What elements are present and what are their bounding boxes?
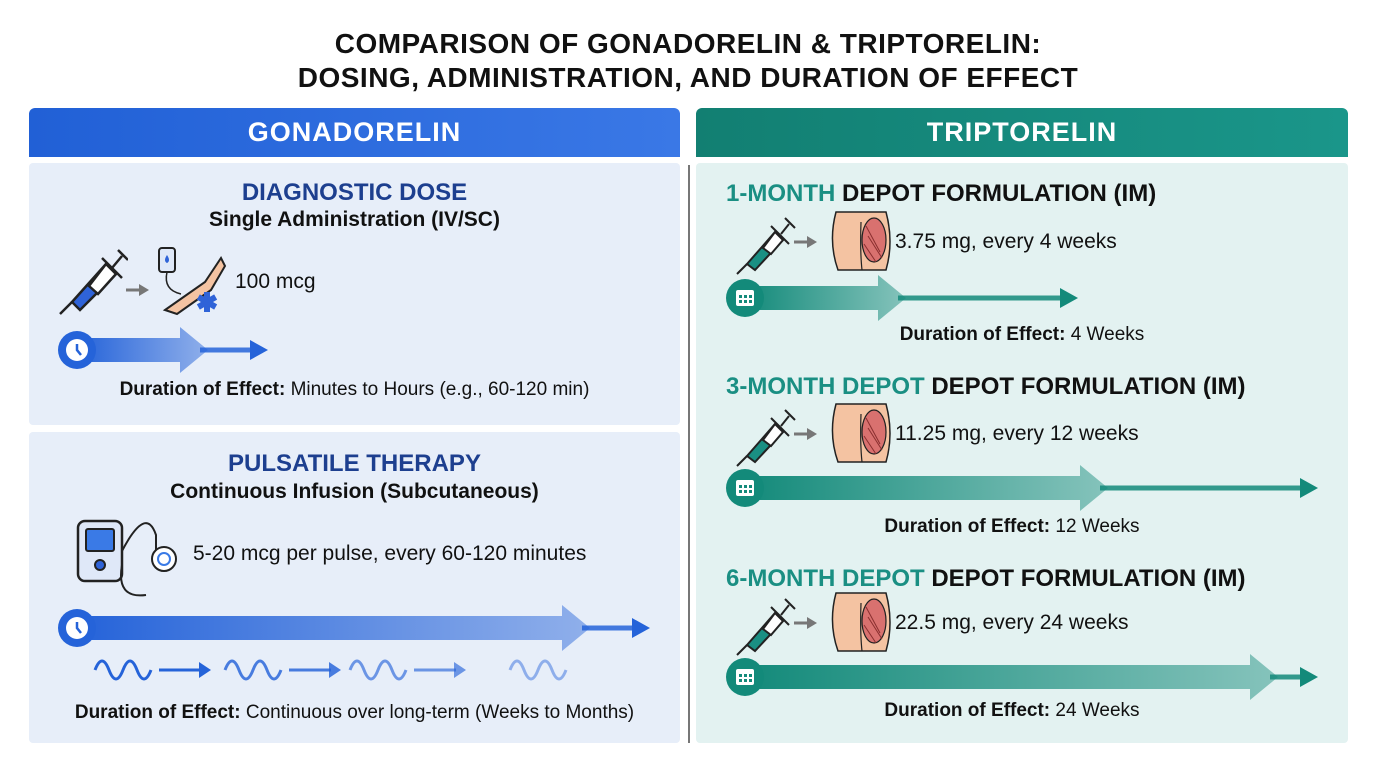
duration-value: 24 Weeks	[1055, 700, 1140, 721]
formulation-heading: DEPOT FORMULATION (IM)	[931, 565, 1246, 592]
formulation-duration: Duration of Effect: 12 Weeks	[696, 516, 1328, 538]
duration-value: Minutes to Hours (e.g., 60-120 min)	[290, 379, 590, 400]
gonadorelin-header: GONADORELIN	[29, 108, 680, 157]
duration-arrow-line	[898, 295, 1062, 301]
duration-arrow-line	[200, 347, 252, 353]
duration-arrow-thick	[77, 327, 208, 373]
arrow-icon	[794, 428, 817, 440]
diagnostic-dose-panel	[29, 163, 680, 425]
duration-arrow-thick	[745, 275, 906, 321]
formulation-heading: DEPOT FORMULATION (IM)	[931, 373, 1246, 400]
gluteal-injection-site-icon	[831, 592, 891, 652]
formulation-dose: 11.25 mg, every 12 weeks	[895, 422, 1139, 445]
diagnostic-dose: 100 mcg	[235, 270, 316, 293]
duration-label: Duration of Effect:	[884, 700, 1051, 721]
triptorelin-panel	[696, 163, 1348, 743]
syringe-icon	[736, 409, 796, 467]
pulse-wave	[508, 659, 568, 681]
formulation-dose: 22.5 mg, every 24 weeks	[895, 611, 1129, 634]
duration-label: Duration of Effect:	[899, 324, 1066, 345]
title-line-2: DOSING, ADMINISTRATION, AND DURATION OF …	[297, 62, 1079, 93]
duration-label: Duration of Effect:	[119, 379, 286, 400]
pulse-wave	[93, 659, 153, 681]
arrow-icon	[794, 617, 817, 629]
pulse-wave	[223, 659, 283, 681]
formulation-prefix: 3-MONTH DEPOT	[726, 373, 925, 400]
formulation-heading: DEPOT FORMULATION (IM)	[842, 180, 1157, 207]
diagnostic-subheading: Single Administration (IV/SC)	[209, 208, 500, 231]
pulse-arrow-head	[329, 662, 341, 678]
pulsatile-subheading: Continuous Infusion (Subcutaneous)	[170, 480, 539, 503]
arrow-icon	[794, 236, 817, 248]
pulsatile-duration: Duration of Effect: Continuous over long…	[29, 702, 680, 724]
duration-arrow-head	[1300, 478, 1318, 498]
duration-value: 12 Weeks	[1055, 516, 1140, 537]
duration-arrow-head	[632, 618, 650, 638]
infusion-pump-icon	[76, 519, 177, 597]
formulation-dose: 3.75 mg, every 4 weeks	[895, 230, 1117, 253]
duration-arrow-thick	[745, 465, 1108, 511]
syringe-icon	[736, 217, 796, 275]
iv-arm-icon	[158, 247, 227, 316]
pulse-arrow-head	[454, 662, 466, 678]
column-divider	[688, 165, 690, 743]
formulation-duration: Duration of Effect: 4 Weeks	[696, 324, 1348, 346]
syringe-icon	[736, 598, 796, 656]
pulsatile-heading: PULSATILE THERAPY	[228, 450, 481, 477]
duration-arrow-head	[1060, 288, 1078, 308]
diagnostic-heading: DIAGNOSTIC DOSE	[241, 179, 468, 206]
diagnostic-duration: Duration of Effect: Minutes to Hours (e.…	[29, 379, 680, 401]
duration-arrow-head	[1300, 667, 1318, 687]
duration-value: 4 Weeks	[1070, 324, 1145, 345]
gluteal-injection-site-icon	[831, 403, 891, 463]
title-line-1: COMPARISON OF GONADORELIN & TRIPTORELIN:	[334, 28, 1042, 59]
formulation-duration: Duration of Effect: 24 Weeks	[696, 700, 1328, 722]
syringe-icon	[59, 249, 128, 315]
duration-arrow-thick	[77, 605, 590, 651]
duration-label: Duration of Effect:	[74, 702, 241, 723]
pulse-arrow-head	[199, 662, 211, 678]
duration-arrow-head	[250, 340, 268, 360]
duration-arrow-thick	[745, 654, 1278, 700]
gluteal-injection-site-icon	[831, 211, 891, 271]
duration-label: Duration of Effect:	[884, 516, 1051, 537]
formulation-prefix: 1-MONTH	[726, 180, 836, 207]
duration-value: Continuous over long-term (Weeks to Mont…	[245, 702, 635, 723]
duration-arrow-line	[582, 625, 634, 631]
triptorelin-header: TRIPTORELIN	[696, 108, 1348, 157]
duration-arrow-line	[1100, 485, 1302, 491]
pulse-wave	[348, 659, 408, 681]
pulsatile-dose: 5-20 mcg per pulse, every 60-120 minutes	[193, 542, 587, 565]
duration-arrow-line	[1270, 674, 1302, 680]
pulsatile-therapy-panel	[29, 432, 680, 743]
arrow-icon	[126, 284, 149, 296]
formulation-prefix: 6-MONTH DEPOT	[726, 565, 925, 592]
